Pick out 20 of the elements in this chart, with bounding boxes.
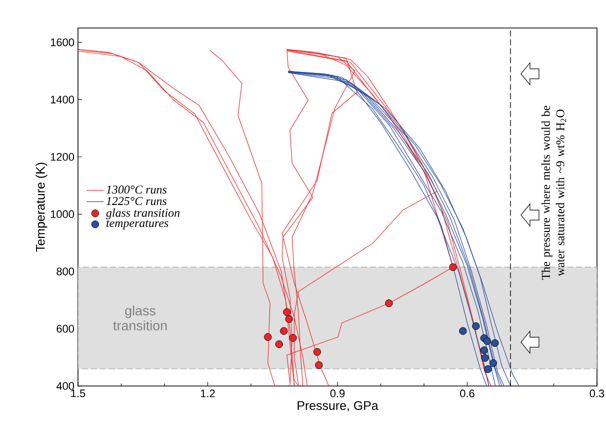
y-tick-label: 1000 [50, 210, 74, 218]
y-tick-label: 800 [56, 268, 74, 276]
x-tick-label: 0.9 [330, 390, 345, 398]
y-axis-title: Temperature (K) [36, 162, 48, 252]
y-tick-label: 400 [56, 382, 74, 390]
ref-line-label: The pressure where melts would be water saturated with ~9 wt% H$_{2}$O [541, 106, 566, 280]
x-axis-title: Pressure, GPa [298, 401, 378, 412]
x-tick-label: 0.3 [590, 390, 604, 398]
y-tick-label: 1400 [50, 96, 74, 104]
y-tick-label: 1200 [50, 153, 74, 161]
legend-label: glass transition [106, 208, 180, 220]
legend-label: temperatures [106, 220, 168, 230]
legend-label: 1225°C runs [106, 196, 167, 206]
y-tick-label: 1600 [50, 38, 74, 46]
x-tick-label: 0.6 [460, 390, 474, 398]
y-tick-label: 600 [56, 324, 74, 333]
x-tick-label: 1.2 [200, 390, 215, 398]
x-tick-label: 1.5 [71, 390, 86, 398]
legend-label: 1300°C runs [106, 186, 167, 194]
band-label: glass transition [113, 306, 167, 330]
